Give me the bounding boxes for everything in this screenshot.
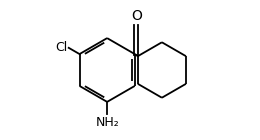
Text: O: O <box>131 9 142 23</box>
Text: Cl: Cl <box>55 41 67 54</box>
Text: NH₂: NH₂ <box>95 116 119 129</box>
